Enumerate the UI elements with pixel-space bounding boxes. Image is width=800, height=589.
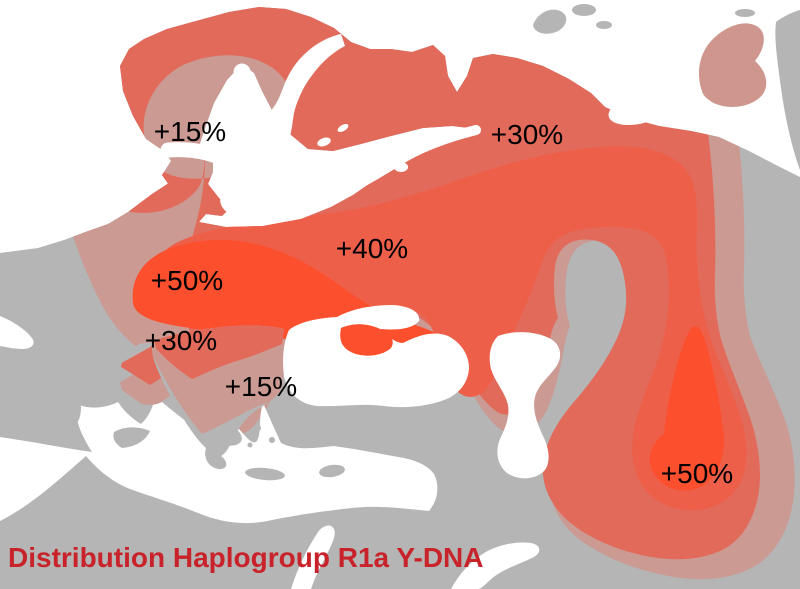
- sea-gulf-of-finland: [317, 125, 481, 207]
- zone-50-percent-south-asia: [649, 326, 725, 491]
- sea-white-sea: [260, 34, 345, 148]
- peninsulas-and-islands: [61, 4, 800, 481]
- map-title: Distribution Haplogroup R1a Y-DNA: [8, 542, 484, 573]
- sea-persian-gulf: [451, 542, 540, 589]
- zone-labels: +15% +30% +40% +50% +30% +15% +50%: [145, 116, 733, 489]
- island-aegean-2: [269, 437, 275, 443]
- sea-gulf-of-bothnia: [224, 63, 266, 188]
- label-northern-russia: +30%: [491, 119, 563, 150]
- zone-40-percent: [147, 146, 747, 511]
- sea-red-sea: [291, 525, 335, 589]
- sea-black-sea: [283, 305, 469, 408]
- island-arctic-2: [572, 4, 596, 16]
- island-crete: [245, 467, 285, 481]
- label-scandinavia: +15%: [154, 116, 226, 147]
- label-balkans-north: +30%: [145, 325, 217, 356]
- lake-ladoga: [317, 137, 331, 147]
- sea-caspian: [489, 332, 561, 479]
- sea-pechora-bay: [608, 94, 668, 126]
- label-poland-carpathians: +50%: [151, 265, 223, 296]
- island-arctic-3: [596, 21, 612, 29]
- island-sardinia: [61, 389, 81, 427]
- sea-white-sea-basin: [259, 118, 291, 144]
- island-cyprus: [319, 464, 345, 478]
- island-arctic-4: [735, 9, 755, 17]
- sea-bay-of-biscay: [0, 316, 34, 349]
- sea-baltic: [160, 142, 334, 222]
- island-sicily: [113, 427, 150, 448]
- label-central-russia: +40%: [336, 233, 408, 264]
- island-aegean-1: [255, 425, 261, 431]
- lake-onega: [337, 124, 349, 132]
- island-corsica: [70, 364, 84, 390]
- label-south-central-asia: +50%: [661, 458, 733, 489]
- island-novaya-zemlya: [698, 23, 767, 107]
- landmass-crimea: [340, 324, 393, 356]
- island-aegean-3: [247, 442, 253, 448]
- label-balkans-south: +15%: [225, 371, 297, 402]
- landmass-siberia-column: [775, 10, 800, 170]
- island-arctic-1: [533, 9, 567, 34]
- sea-gulf-of-riga: [394, 162, 408, 172]
